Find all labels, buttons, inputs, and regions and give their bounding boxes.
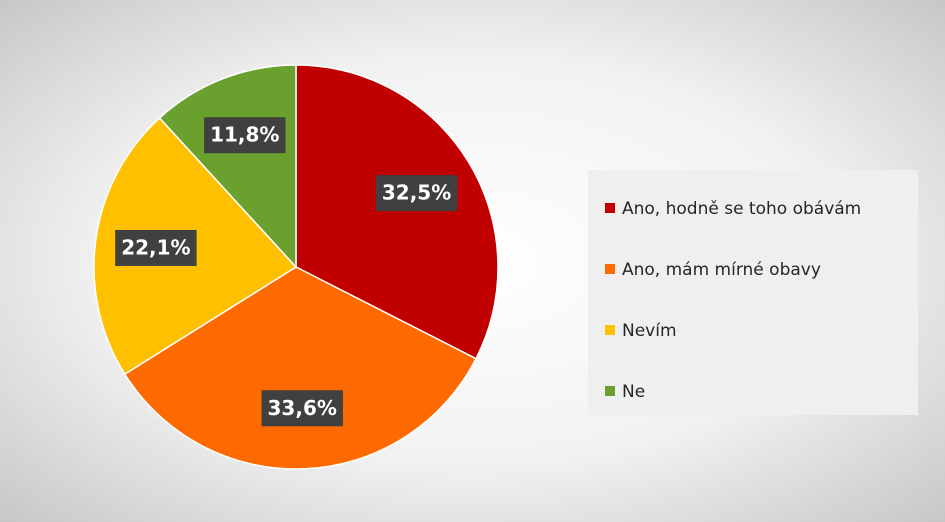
- data-label: 22,1%: [121, 235, 190, 259]
- legend-label: Ano, mám mírné obavy: [622, 260, 821, 280]
- pie-slice: [158, 64, 297, 269]
- legend-label: Ne: [622, 382, 645, 402]
- data-label-box: [204, 117, 286, 154]
- legend-marker: [605, 386, 615, 396]
- legend-label: Nevím: [622, 321, 677, 341]
- legend-marker: [605, 264, 615, 274]
- data-label: 33,6%: [268, 396, 337, 420]
- data-label: 32,5%: [382, 181, 451, 205]
- legend-marker: [605, 325, 615, 335]
- legend: Ano, hodně se toho obávám Ano, mám mírné …: [605, 199, 861, 402]
- data-label-box: [115, 229, 197, 266]
- legend-marker: [605, 203, 615, 213]
- data-label: 11,8%: [210, 123, 279, 147]
- legend-label: Ano, hodně se toho obávám: [622, 199, 861, 219]
- data-labels: 32,5% 33,6% 22,1% 11,8%: [115, 117, 458, 427]
- pie-slice: [295, 64, 499, 360]
- pie-slice: [123, 266, 477, 470]
- data-label-box: [261, 390, 343, 427]
- data-label-box: [375, 175, 458, 212]
- legend-box: [588, 170, 918, 415]
